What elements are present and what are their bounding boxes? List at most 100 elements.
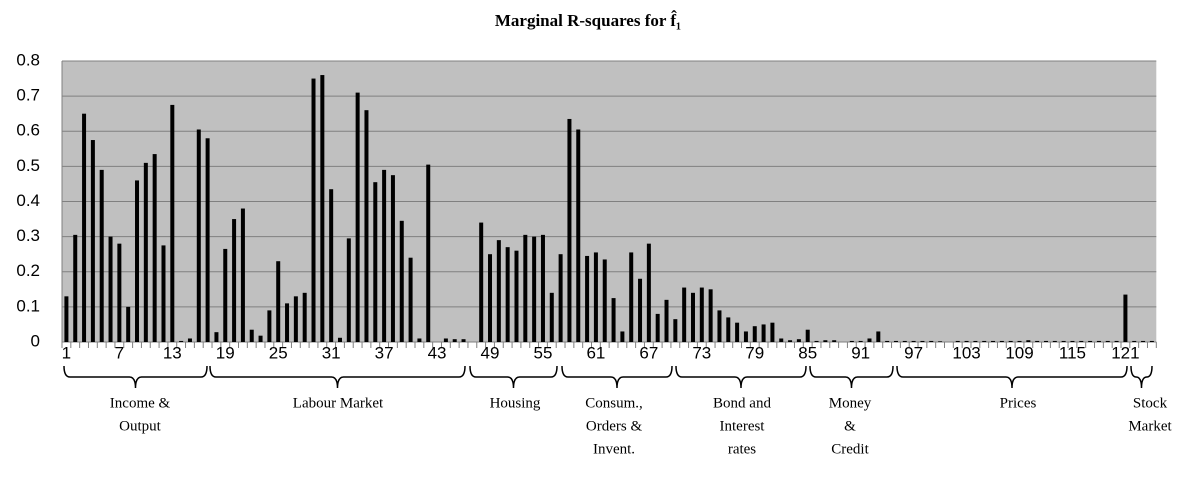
bar — [867, 338, 872, 342]
bar — [355, 92, 360, 342]
group-label: Credit — [831, 441, 869, 457]
bar — [761, 324, 766, 342]
bar — [311, 78, 316, 342]
bar — [232, 219, 237, 342]
bar — [823, 340, 828, 342]
bar — [602, 259, 607, 342]
bar — [258, 335, 263, 342]
bar — [390, 175, 395, 342]
bar — [364, 110, 369, 342]
bar — [496, 240, 501, 342]
y-tick-label: 0.1 — [16, 296, 40, 315]
bar — [73, 234, 78, 342]
bar — [576, 129, 581, 342]
bar — [143, 162, 148, 342]
group-brace — [896, 365, 1128, 389]
bar — [223, 248, 228, 342]
bar — [240, 208, 245, 342]
bar — [90, 140, 95, 342]
bar — [929, 340, 934, 342]
x-tick-label: 19 — [216, 343, 235, 362]
bar — [664, 299, 669, 342]
y-tick-label: 0.5 — [16, 156, 40, 175]
bar — [285, 303, 290, 342]
bar — [505, 247, 510, 342]
bar — [1114, 340, 1119, 342]
bar — [1017, 340, 1022, 342]
group-label: Stock — [1133, 395, 1168, 411]
bar — [558, 254, 563, 342]
bar — [337, 337, 342, 342]
bar — [690, 292, 695, 342]
bar — [858, 340, 863, 342]
bar — [479, 222, 484, 342]
bar — [82, 113, 87, 342]
x-tick-label: 13 — [163, 343, 182, 362]
bar — [655, 313, 660, 342]
bar — [955, 340, 960, 342]
bar — [1070, 340, 1075, 342]
bar — [629, 252, 634, 342]
bar — [408, 257, 413, 342]
bar — [752, 326, 757, 342]
bar — [788, 340, 793, 342]
bar — [999, 340, 1004, 342]
bar — [938, 341, 943, 342]
bar — [523, 234, 528, 342]
bar — [964, 340, 969, 342]
group-label: Prices — [1000, 395, 1037, 411]
x-tick-label: 67 — [639, 343, 658, 362]
bar — [1132, 340, 1137, 342]
bar — [1035, 340, 1040, 342]
bar — [708, 289, 713, 342]
bar — [1052, 340, 1057, 342]
bar — [991, 340, 996, 342]
x-tick-label: 121 — [1111, 343, 1139, 362]
bar — [911, 340, 916, 342]
x-tick-label: 1 — [62, 343, 71, 362]
bar — [161, 245, 166, 342]
y-tick-label: 0.8 — [16, 50, 40, 69]
bar — [832, 340, 837, 342]
bar — [814, 340, 819, 342]
bar — [549, 292, 554, 342]
bar — [1088, 340, 1093, 342]
x-tick-label: 43 — [428, 343, 447, 362]
bar — [276, 261, 281, 342]
y-tick-label: 0.7 — [16, 86, 40, 105]
bar — [796, 339, 801, 342]
bar — [726, 317, 731, 342]
bar — [99, 169, 104, 342]
bar — [540, 234, 545, 342]
bar — [646, 243, 651, 342]
bar — [876, 331, 881, 342]
group-label: Orders & — [586, 418, 643, 434]
bar — [64, 296, 69, 342]
bar — [1105, 340, 1110, 342]
bar — [452, 339, 457, 342]
group-label: & — [844, 418, 856, 434]
group-brace — [209, 365, 466, 389]
bar — [1026, 340, 1031, 342]
bar — [346, 238, 351, 342]
x-tick-label: 115 — [1059, 343, 1086, 362]
bar — [179, 340, 184, 342]
bar — [973, 340, 978, 342]
bar — [1149, 340, 1154, 342]
bar — [461, 339, 466, 342]
bar — [805, 329, 810, 342]
bar — [1008, 340, 1013, 342]
group-label: Interest — [720, 418, 766, 434]
bar — [593, 252, 598, 342]
bar — [982, 340, 987, 342]
bar — [532, 236, 537, 342]
x-tick-label: 79 — [745, 343, 764, 362]
group-label: Money — [829, 395, 872, 411]
bar — [902, 340, 907, 342]
bar — [135, 180, 140, 342]
bar — [779, 338, 784, 342]
group-brace — [561, 365, 673, 389]
bar — [108, 236, 113, 342]
